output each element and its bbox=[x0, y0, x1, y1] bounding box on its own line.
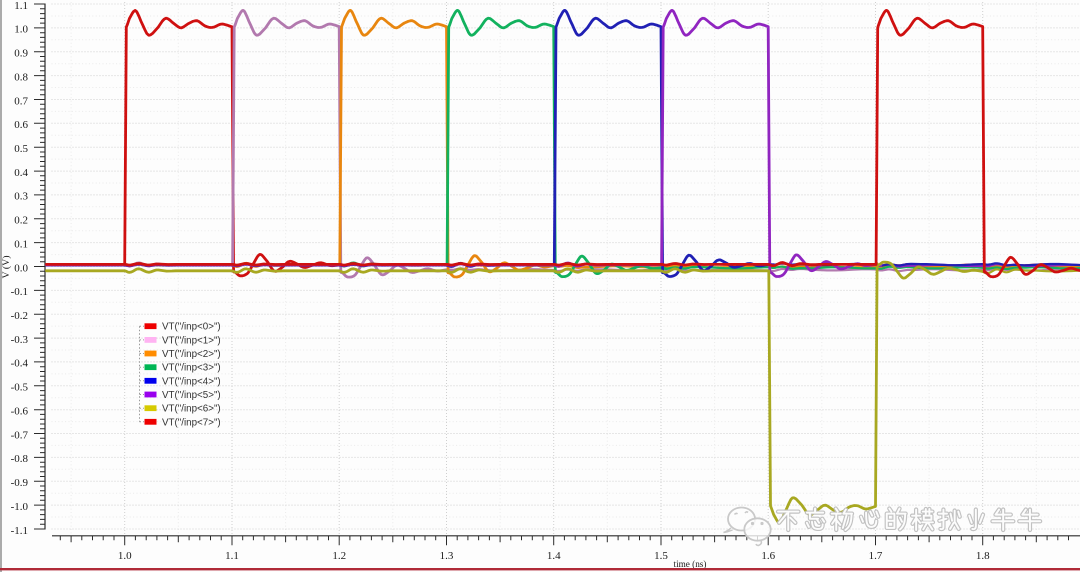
svg-text:0.1: 0.1 bbox=[14, 238, 28, 250]
svg-text:0.4: 0.4 bbox=[14, 167, 28, 179]
svg-text:-1.1: -1.1 bbox=[11, 525, 28, 537]
svg-text:VT("/inp<3>"): VT("/inp<3>") bbox=[162, 363, 221, 374]
svg-text:0.9: 0.9 bbox=[14, 48, 28, 60]
svg-text:-0.4: -0.4 bbox=[11, 358, 29, 370]
svg-text:1.2: 1.2 bbox=[332, 550, 346, 562]
svg-text:VT("/inp<2>"): VT("/inp<2>") bbox=[162, 349, 221, 360]
svg-text:1.1: 1.1 bbox=[225, 550, 239, 562]
svg-text:VT("/inp<4>"): VT("/inp<4>") bbox=[162, 376, 221, 387]
svg-text:0.6: 0.6 bbox=[14, 119, 28, 131]
svg-text:0.7: 0.7 bbox=[14, 95, 28, 107]
svg-text:V (V): V (V) bbox=[1, 256, 12, 279]
svg-text:-0.5: -0.5 bbox=[11, 382, 29, 394]
svg-text:-0.9: -0.9 bbox=[11, 477, 29, 489]
svg-text:0.5: 0.5 bbox=[14, 143, 28, 155]
svg-text:VT("/inp<0>"): VT("/inp<0>") bbox=[162, 322, 221, 333]
svg-text:0.8: 0.8 bbox=[14, 71, 28, 83]
svg-text:-0.6: -0.6 bbox=[11, 406, 29, 418]
svg-text:1.5: 1.5 bbox=[654, 550, 668, 562]
svg-text:-0.1: -0.1 bbox=[11, 286, 28, 298]
svg-text:VT("/inp<1>"): VT("/inp<1>") bbox=[162, 335, 221, 346]
svg-text:1.0: 1.0 bbox=[118, 550, 132, 562]
svg-text:VT("/inp<5>"): VT("/inp<5>") bbox=[162, 390, 221, 401]
svg-text:VT("/inp<6>"): VT("/inp<6>") bbox=[162, 404, 221, 415]
svg-text:0.2: 0.2 bbox=[14, 215, 28, 227]
svg-text:-0.3: -0.3 bbox=[11, 334, 29, 346]
svg-text:1.8: 1.8 bbox=[976, 550, 990, 562]
svg-text:VT("/inp<7>"): VT("/inp<7>") bbox=[162, 417, 221, 428]
svg-text:1.4: 1.4 bbox=[547, 550, 561, 562]
svg-text:1.7: 1.7 bbox=[869, 550, 883, 562]
svg-text:0.3: 0.3 bbox=[14, 191, 28, 203]
svg-text:1.6: 1.6 bbox=[761, 550, 775, 562]
svg-text:-1.0: -1.0 bbox=[11, 501, 29, 513]
svg-text:-0.8: -0.8 bbox=[11, 453, 29, 465]
svg-text:1.0: 1.0 bbox=[14, 24, 28, 36]
svg-text:time (ns): time (ns) bbox=[674, 559, 707, 569]
svg-text:1.1: 1.1 bbox=[14, 0, 28, 12]
svg-text:-0.7: -0.7 bbox=[11, 429, 29, 441]
svg-text:0.0: 0.0 bbox=[14, 262, 28, 274]
svg-text:-0.2: -0.2 bbox=[11, 310, 28, 322]
svg-text:1.3: 1.3 bbox=[440, 550, 454, 562]
